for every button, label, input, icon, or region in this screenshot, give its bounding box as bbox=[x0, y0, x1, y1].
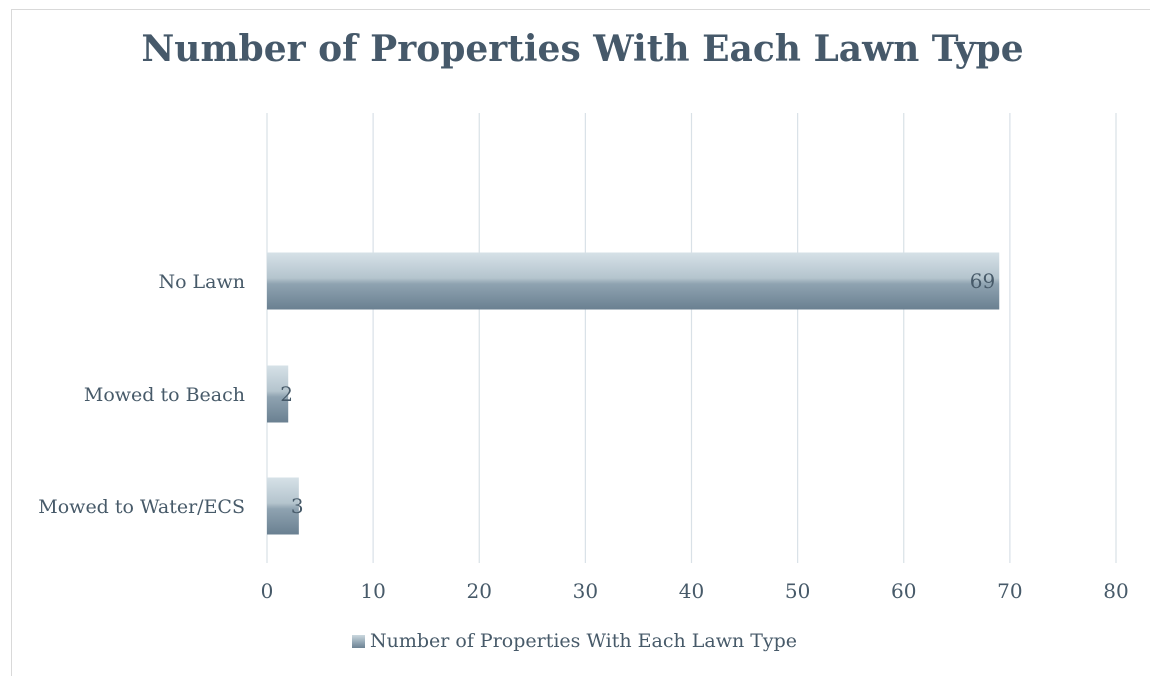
category-label: No Lawn bbox=[158, 271, 245, 293]
chart-title: Number of Properties With Each Lawn Type bbox=[141, 28, 1024, 70]
x-tick-label: 80 bbox=[1103, 579, 1128, 603]
data-label: 3 bbox=[291, 494, 304, 518]
bar bbox=[267, 477, 299, 535]
x-tick-label: 0 bbox=[261, 579, 274, 603]
x-tick-label: 40 bbox=[679, 579, 704, 603]
legend: Number of Properties With Each Lawn Type bbox=[352, 630, 797, 652]
category-label: Mowed to Beach bbox=[84, 384, 245, 406]
bar bbox=[267, 365, 289, 423]
chart-frame bbox=[11, 9, 1150, 676]
data-label: 2 bbox=[280, 382, 293, 406]
gridlines bbox=[266, 113, 1117, 563]
legend-label: Number of Properties With Each Lawn Type bbox=[370, 630, 798, 652]
labels: 0 10 20 30 40 50 60 70 80 69 No Lawn 2 Mowed to Beac… bbox=[38, 269, 1128, 603]
category-label: Mowed to Water/ECS bbox=[38, 496, 245, 518]
x-tick-label: 30 bbox=[573, 579, 598, 603]
data-label: 69 bbox=[970, 269, 995, 293]
x-tick-label: 70 bbox=[997, 579, 1022, 603]
x-tick-label: 20 bbox=[467, 579, 492, 603]
bars bbox=[267, 252, 1000, 535]
bar bbox=[267, 252, 1000, 310]
x-tick-label: 60 bbox=[891, 579, 916, 603]
x-tick-label: 50 bbox=[785, 579, 810, 603]
legend-swatch bbox=[352, 634, 365, 648]
x-tick-label: 10 bbox=[360, 579, 385, 603]
